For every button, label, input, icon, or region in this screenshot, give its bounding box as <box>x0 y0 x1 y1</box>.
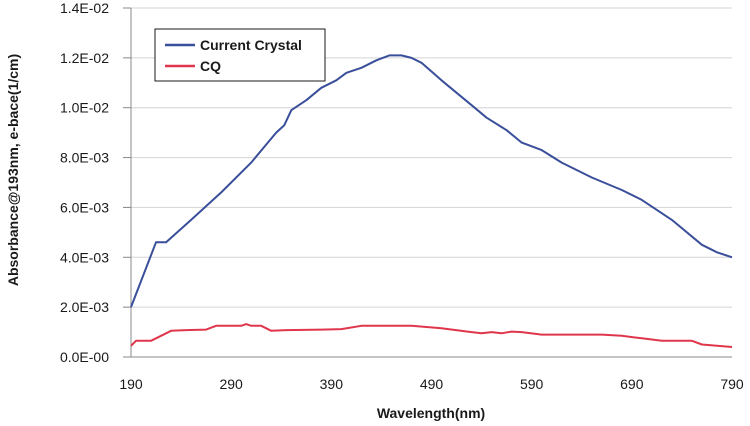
x-tick-label: 390 <box>320 376 344 392</box>
y-tick-label: 0.0E-00 <box>60 349 109 365</box>
x-tick-label: 290 <box>219 376 243 392</box>
y-tick-label: 1.4E-02 <box>60 0 109 16</box>
series-line <box>130 323 733 348</box>
legend-box <box>154 28 326 82</box>
x-tick-label: 690 <box>620 376 644 392</box>
y-tick-label: 2.0E-03 <box>60 299 109 315</box>
x-tick-label: 790 <box>720 376 744 392</box>
axes <box>123 7 732 358</box>
x-axis-label: Wavelength(nm) <box>377 405 485 421</box>
series-line <box>130 54 733 308</box>
y-tick-label: 4.0E-03 <box>60 249 109 265</box>
x-tick-label: 490 <box>420 376 444 392</box>
series-lines <box>130 54 733 348</box>
y-axis-label: Absorbance@193nm, e-bace(1/cm) <box>5 54 21 286</box>
y-tick-label: 8.0E-03 <box>60 150 109 166</box>
legend-label: Current Crystal <box>200 37 302 53</box>
y-tick-label: 1.0E-02 <box>60 100 109 116</box>
y-tick-label: 6.0E-03 <box>60 199 109 215</box>
x-tick-label: 590 <box>520 376 544 392</box>
legend-label: CQ <box>200 58 221 74</box>
x-tick-label: 190 <box>119 376 143 392</box>
y-tick-label: 1.2E-02 <box>60 50 109 66</box>
tick-labels: 0.0E-00 2.0E-03 4.0E-03 6.0E-03 8.0E-03 1.0E-… <box>60 0 744 392</box>
legend: Current Crystal CQ <box>154 28 326 82</box>
